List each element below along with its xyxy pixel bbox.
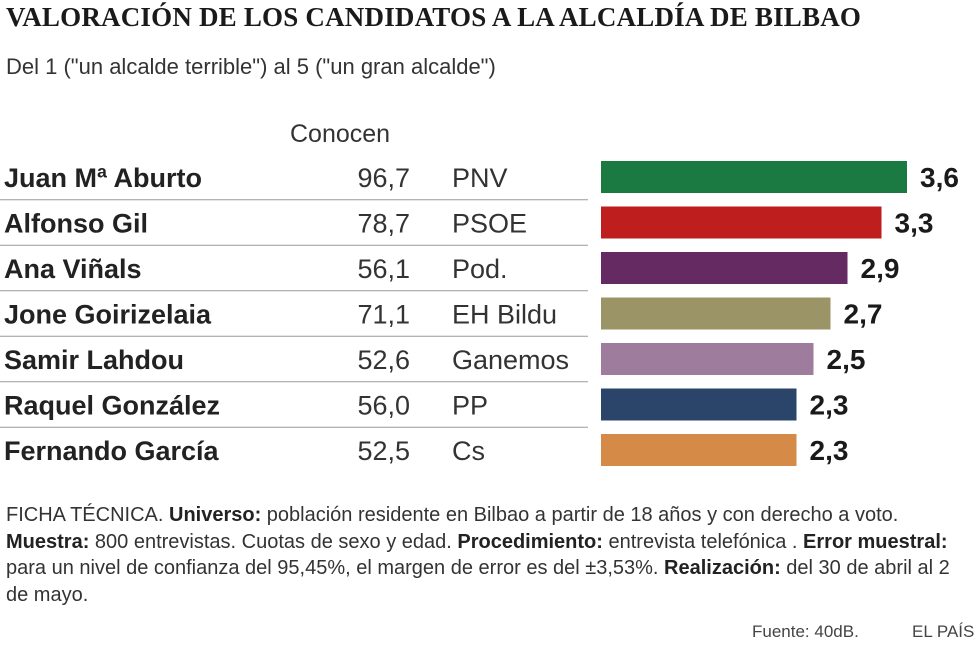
rating-value-label: 3,6 (920, 162, 959, 193)
ficha-universo-text: población residente en Bilbao a partir d… (261, 504, 899, 526)
conocen-column-header: Conocen (290, 120, 391, 148)
ficha-realizacion-label: Realización: (664, 557, 781, 579)
rating-bar (601, 388, 797, 421)
conocen-value: 56,0 (357, 391, 410, 421)
candidate-name: Fernando García (4, 436, 220, 466)
rating-bar (601, 297, 831, 330)
candidate-name: Alfonso Gil (4, 209, 148, 239)
conocen-value: 96,7 (357, 163, 410, 193)
source-note: Fuente: 40dB. (752, 622, 859, 641)
conocen-value: 52,6 (357, 345, 410, 375)
party-label: PNV (452, 163, 508, 193)
rating-value-label: 3,3 (895, 208, 934, 239)
ficha-procedimiento-label: Procedimiento: (457, 530, 603, 553)
ficha-lead: FICHA TÉCNICA. (6, 504, 169, 526)
ficha-universo-label: Universo: (169, 504, 262, 526)
ficha-muestra-text: 800 entrevistas. Cuotas de sexo y edad. (89, 530, 458, 553)
ratings-bar-chart: Juan Mª Aburto 96,7 PNV 3,6 Alfonso Gil 78,7 P… (0, 161, 959, 466)
conocen-value: 78,7 (357, 209, 410, 239)
party-label: EH Bildu (452, 300, 557, 330)
ficha-error-text: para un nivel de confianza del 95,45%, e… (6, 557, 665, 579)
chart-title: VALORACIÓN DE LOS CANDIDATOS A LA ALCALD… (6, 2, 862, 32)
party-label: PP (452, 391, 488, 421)
ficha-tecnica: FICHA TÉCNICA. Universo: población resid… (6, 502, 976, 608)
candidate-name: Samir Lahdou (4, 345, 184, 375)
party-label: Cs (452, 436, 485, 466)
conocen-value: 71,1 (357, 300, 410, 330)
chart-subtitle: Del 1 ("un alcalde terrible") al 5 ("un … (6, 54, 496, 79)
party-label: Pod. (452, 254, 508, 284)
ficha-realizacion-text: del 30 de abril al 2 de mayo. (6, 557, 950, 606)
rating-bar (601, 252, 848, 284)
candidate-name: Ana Viñals (4, 254, 142, 284)
candidate-name: Jone Goirizelaia (4, 300, 212, 330)
party-label: Ganemos (452, 345, 569, 375)
brand-logo: EL PAÍS (912, 622, 975, 641)
rating-value-label: 2,3 (810, 390, 849, 421)
rating-value-label: 2,9 (861, 253, 900, 284)
rating-bar (601, 434, 797, 466)
conocen-value: 56,1 (357, 254, 410, 284)
rating-value-label: 2,5 (827, 344, 866, 375)
rating-bar (601, 206, 882, 239)
rating-bar (601, 343, 814, 375)
rating-value-label: 2,7 (844, 299, 883, 330)
rating-value-label: 2,3 (810, 435, 849, 466)
ficha-muestra-label: Muestra: (6, 530, 90, 553)
candidate-name: Juan Mª Aburto (4, 163, 202, 193)
party-label: PSOE (452, 209, 527, 239)
ficha-procedimiento-text: entrevista telefónica . (602, 530, 804, 553)
rating-bar (601, 161, 907, 193)
ficha-error-label: Error muestral: (803, 530, 948, 553)
conocen-value: 52,5 (357, 436, 410, 466)
candidate-name: Raquel González (4, 391, 220, 421)
